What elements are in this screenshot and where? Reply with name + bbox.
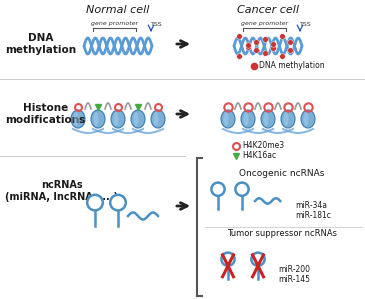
Text: ncRNAs
(miRNA, lncRNAs,...): ncRNAs (miRNA, lncRNAs,...) <box>5 180 118 202</box>
Text: Histone
modifications: Histone modifications <box>5 103 85 125</box>
Ellipse shape <box>73 112 78 126</box>
Ellipse shape <box>111 110 125 128</box>
Ellipse shape <box>261 110 275 128</box>
Ellipse shape <box>301 110 315 128</box>
Text: H4K20me3: H4K20me3 <box>242 141 284 150</box>
Ellipse shape <box>241 110 255 128</box>
Circle shape <box>222 253 235 266</box>
Text: miR-181c: miR-181c <box>295 211 331 220</box>
Circle shape <box>87 195 103 210</box>
Text: Normal cell: Normal cell <box>86 5 150 15</box>
Text: TSS: TSS <box>300 22 312 27</box>
Ellipse shape <box>151 110 165 128</box>
Circle shape <box>235 183 249 196</box>
Text: miR-34a: miR-34a <box>295 202 327 210</box>
Ellipse shape <box>93 112 99 126</box>
Text: miR-145: miR-145 <box>278 274 310 283</box>
Text: TSS: TSS <box>151 22 163 27</box>
Ellipse shape <box>304 112 308 126</box>
Ellipse shape <box>154 112 158 126</box>
Circle shape <box>211 183 224 196</box>
Circle shape <box>110 195 126 210</box>
Text: gene promoter: gene promoter <box>91 22 138 27</box>
Ellipse shape <box>221 110 235 128</box>
Text: Oncogenic ncRNAs: Oncogenic ncRNAs <box>239 170 325 179</box>
Ellipse shape <box>281 110 295 128</box>
Text: Tumor suppressor ncRNAs: Tumor suppressor ncRNAs <box>227 230 337 239</box>
Text: miR-200: miR-200 <box>278 265 310 274</box>
Ellipse shape <box>71 110 85 128</box>
Text: DNA methylation: DNA methylation <box>259 62 324 71</box>
Ellipse shape <box>134 112 138 126</box>
Text: gene promoter: gene promoter <box>241 22 288 27</box>
Ellipse shape <box>223 112 228 126</box>
Ellipse shape <box>91 110 105 128</box>
Ellipse shape <box>284 112 288 126</box>
Ellipse shape <box>114 112 119 126</box>
Ellipse shape <box>243 112 249 126</box>
Ellipse shape <box>264 112 269 126</box>
Ellipse shape <box>131 110 145 128</box>
Text: Cancer cell: Cancer cell <box>237 5 299 15</box>
Circle shape <box>251 253 265 266</box>
Text: H4K16ac: H4K16ac <box>242 152 276 161</box>
Text: DNA
methylation: DNA methylation <box>5 33 76 55</box>
